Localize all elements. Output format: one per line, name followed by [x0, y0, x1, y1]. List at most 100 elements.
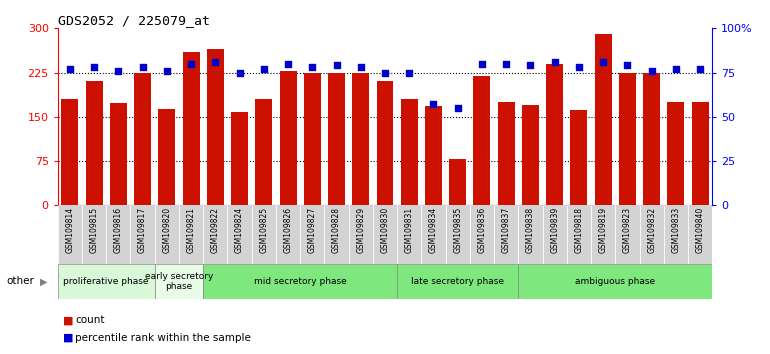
- Point: [161, 68, 173, 74]
- Bar: [397, 205, 421, 264]
- Text: GSM109815: GSM109815: [89, 207, 99, 253]
- Bar: [155, 205, 179, 264]
- Point: [670, 66, 682, 72]
- Bar: [62, 99, 79, 205]
- Point: [548, 59, 561, 65]
- Point: [573, 64, 585, 70]
- Point: [476, 61, 488, 67]
- Bar: [474, 75, 490, 205]
- Bar: [182, 52, 199, 205]
- Bar: [155, 264, 203, 299]
- Point: [258, 66, 270, 72]
- Text: GSM109831: GSM109831: [405, 207, 413, 253]
- Text: percentile rank within the sample: percentile rank within the sample: [75, 333, 251, 343]
- Text: GSM109819: GSM109819: [598, 207, 608, 253]
- Bar: [446, 205, 470, 264]
- Text: GSM109828: GSM109828: [332, 207, 341, 253]
- Point: [427, 102, 440, 107]
- Text: GSM109817: GSM109817: [138, 207, 147, 253]
- Text: GSM109829: GSM109829: [357, 207, 365, 253]
- Text: mid secretory phase: mid secretory phase: [254, 277, 346, 286]
- Text: GSM109827: GSM109827: [308, 207, 316, 253]
- Text: GSM109826: GSM109826: [283, 207, 293, 253]
- Point: [355, 64, 367, 70]
- Bar: [227, 205, 252, 264]
- Text: GSM109823: GSM109823: [623, 207, 632, 253]
- Bar: [567, 205, 591, 264]
- Bar: [543, 205, 567, 264]
- Bar: [688, 205, 712, 264]
- Text: GSM109814: GSM109814: [65, 207, 75, 253]
- Point: [330, 63, 343, 68]
- Text: GSM109835: GSM109835: [454, 207, 462, 253]
- Bar: [110, 103, 127, 205]
- Point: [621, 63, 634, 68]
- Bar: [203, 205, 227, 264]
- Text: ■: ■: [63, 333, 74, 343]
- Bar: [328, 73, 345, 205]
- Text: ■: ■: [63, 315, 74, 325]
- Text: proliferative phase: proliferative phase: [63, 277, 149, 286]
- Point: [136, 64, 149, 70]
- Bar: [668, 102, 685, 205]
- Point: [64, 66, 76, 72]
- Text: GSM109837: GSM109837: [502, 207, 511, 253]
- Text: GSM109821: GSM109821: [186, 207, 196, 253]
- Bar: [691, 102, 708, 205]
- Text: other: other: [6, 276, 34, 286]
- Point: [88, 64, 100, 70]
- Bar: [373, 205, 397, 264]
- Bar: [619, 73, 636, 205]
- Bar: [300, 205, 324, 264]
- Text: late secretory phase: late secretory phase: [411, 277, 504, 286]
- Bar: [304, 73, 321, 205]
- Point: [597, 59, 609, 65]
- Text: GSM109822: GSM109822: [211, 207, 219, 253]
- Text: GSM109820: GSM109820: [162, 207, 172, 253]
- Bar: [106, 205, 130, 264]
- Bar: [377, 81, 393, 205]
- Text: GSM109833: GSM109833: [671, 207, 681, 253]
- Bar: [518, 205, 543, 264]
- Bar: [546, 64, 563, 205]
- Bar: [324, 205, 349, 264]
- Point: [185, 61, 197, 67]
- Bar: [252, 205, 276, 264]
- Bar: [353, 73, 370, 205]
- Bar: [518, 264, 712, 299]
- Bar: [522, 105, 539, 205]
- Bar: [497, 102, 514, 205]
- Text: ambiguous phase: ambiguous phase: [575, 277, 655, 286]
- Bar: [58, 205, 82, 264]
- Bar: [276, 205, 300, 264]
- Bar: [400, 99, 417, 205]
- Text: GSM109838: GSM109838: [526, 207, 535, 253]
- Bar: [207, 49, 224, 205]
- Bar: [134, 73, 151, 205]
- Point: [209, 59, 222, 65]
- Bar: [397, 264, 518, 299]
- Bar: [640, 205, 664, 264]
- Bar: [494, 205, 518, 264]
- Point: [524, 63, 537, 68]
- Bar: [231, 112, 248, 205]
- Bar: [349, 205, 373, 264]
- Point: [645, 68, 658, 74]
- Bar: [82, 205, 106, 264]
- Text: GSM109830: GSM109830: [380, 207, 390, 253]
- Bar: [591, 205, 615, 264]
- Bar: [159, 109, 176, 205]
- Point: [451, 105, 464, 111]
- Point: [282, 61, 294, 67]
- Point: [233, 70, 246, 75]
- Bar: [615, 205, 640, 264]
- Bar: [179, 205, 203, 264]
- Bar: [280, 71, 296, 205]
- Text: GSM109818: GSM109818: [574, 207, 584, 253]
- Text: early secretory
phase: early secretory phase: [145, 272, 213, 291]
- Point: [306, 64, 319, 70]
- Bar: [58, 264, 155, 299]
- Bar: [571, 110, 588, 205]
- Point: [112, 68, 125, 74]
- Bar: [449, 159, 466, 205]
